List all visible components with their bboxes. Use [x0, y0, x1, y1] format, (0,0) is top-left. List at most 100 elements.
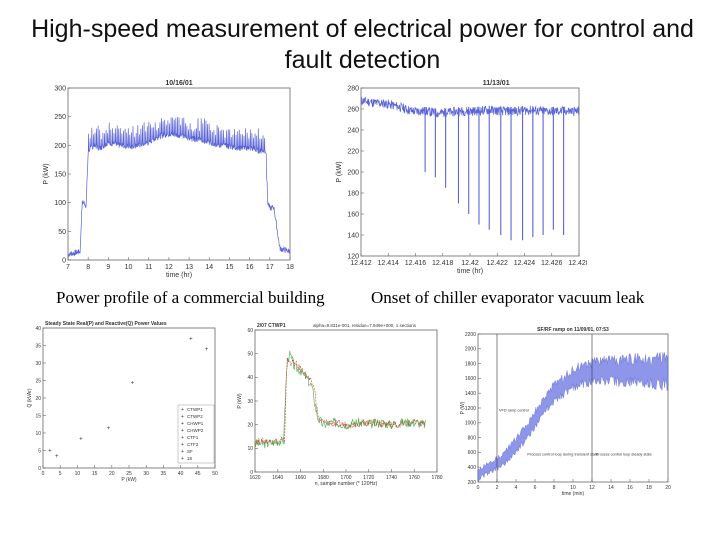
- y-tick-label: 200: [347, 169, 359, 176]
- chart-title: 11/13/01: [483, 80, 510, 87]
- sfrf-ramp-chart: 0 2 4 6 8 10 12 14 16 18 20 200 400 600 800 1000 1200 140…: [456, 322, 674, 498]
- y-tick-label: 400: [468, 465, 477, 471]
- y-tick-label: 20: [247, 422, 253, 428]
- x-tick-label: 35: [161, 471, 167, 477]
- x-tick-label: 15: [226, 264, 234, 271]
- series-band-power: [478, 352, 668, 481]
- x-tick-label: 8: [86, 264, 90, 271]
- y-tick-label: 120: [347, 253, 359, 260]
- y-tick-label: 220: [347, 148, 359, 155]
- y-axis-label: P (W): [460, 401, 466, 414]
- x-tick-label: 14: [608, 485, 614, 491]
- chart-title: 10/16/01: [165, 80, 192, 87]
- x-axis-label: time (hr): [166, 272, 192, 279]
- x-tick-label: 13: [185, 264, 193, 271]
- y-tick-label: 300: [54, 85, 66, 92]
- y-tick-label: 600: [468, 450, 477, 456]
- y-tick-label: 5: [38, 448, 41, 454]
- y-tick-label: 800: [468, 435, 477, 441]
- data-point: +: [131, 380, 135, 386]
- slide-title: High-speed measurement of electrical pow…: [20, 14, 705, 76]
- y-tick-label: 30: [35, 361, 41, 367]
- chart-title: SF/RF ramp on 11/09/01, 07:53: [537, 327, 609, 333]
- building-power-chart: 7 8 9 10 11 12 13 14 15 16 17 18 0 50 100 150 200 250 300 1…: [40, 72, 296, 280]
- legend-marker: +: [181, 414, 184, 420]
- y-tick-label: 260: [347, 106, 359, 113]
- y-tick-label: 250: [54, 114, 66, 121]
- x-tick-label: 1740: [386, 475, 397, 481]
- y-tick-label: 20: [35, 396, 41, 402]
- legend-entry: CHWP1: [187, 421, 204, 426]
- x-tick-label: 9: [106, 264, 110, 271]
- y-tick-label: 30: [247, 399, 253, 405]
- legend-marker: +: [181, 407, 184, 413]
- legend-entry: SF: [187, 449, 193, 454]
- y-tick-label: 50: [58, 229, 66, 236]
- y-axis-label: P (kW): [43, 163, 50, 184]
- legend-marker: +: [181, 449, 184, 455]
- y-tick-label: 160: [347, 211, 359, 218]
- x-tick-label: 12.418: [432, 260, 454, 267]
- legend-marker: +: [181, 435, 184, 441]
- x-tick-label: 12.414: [378, 260, 400, 267]
- y-tick-label: 40: [35, 326, 41, 332]
- y-tick-label: 50: [247, 351, 253, 357]
- chiller-leak-chart: 12.412 12.414 12.416 12.418 12.42 12.422 12.42…: [333, 72, 587, 278]
- legend-entry: CTF2: [187, 442, 199, 447]
- x-tick-label: 1780: [431, 475, 442, 481]
- annotation-transient: Process control loop during transient st…: [527, 452, 598, 456]
- y-tick-label: 60: [247, 328, 253, 334]
- legend-entry: CTWP2: [187, 414, 203, 419]
- ctwp1-startup-chart: 1620 1640 1660 1680 1700 1720 1740 1760 1780 0 10 2…: [233, 318, 443, 490]
- series-line-measured: [255, 351, 426, 448]
- x-tick-label: 1760: [409, 475, 420, 481]
- y-tick-label: 200: [54, 143, 66, 150]
- y-tick-label: 1200: [465, 406, 476, 412]
- x-tick-label: 1640: [272, 475, 283, 481]
- data-point: +: [205, 347, 209, 353]
- chart-title: 2/07 CTWP1: [257, 323, 286, 329]
- x-tick-label: 7: [66, 264, 70, 271]
- x-tick-label: 0: [477, 485, 480, 491]
- caption-building-profile: Power profile of a commercial building: [56, 288, 325, 308]
- x-tick-label: 1660: [295, 475, 306, 481]
- x-tick-label: 8: [553, 485, 556, 491]
- y-tick-label: 1400: [465, 391, 476, 397]
- x-tick-label: 12: [165, 264, 173, 271]
- legend-entry: CTWP1: [187, 407, 203, 412]
- x-tick-label: 5: [59, 471, 62, 477]
- y-tick-label: 150: [54, 171, 66, 178]
- data-point: +: [189, 337, 193, 343]
- x-tick-label: 16: [246, 264, 254, 271]
- x-tick-label: 0: [42, 471, 45, 477]
- x-tick-label: 20: [665, 485, 671, 491]
- y-tick-label: 0: [62, 257, 66, 264]
- chart-subtitle: alpha=9.831e-001, residue=7.949e+000, 1 …: [313, 323, 417, 328]
- x-tick-label: 10: [125, 264, 133, 271]
- x-tick-label: 45: [195, 471, 201, 477]
- x-tick-label: 15: [92, 471, 98, 477]
- y-tick-label: 25: [35, 378, 41, 384]
- x-tick-label: 10: [75, 471, 81, 477]
- y-tick-label: 1800: [465, 361, 476, 367]
- x-tick-label: 40: [178, 471, 184, 477]
- x-tick-label: 12.424: [514, 260, 536, 267]
- legend-entry: CTF1: [187, 435, 199, 440]
- legend-marker: +: [181, 456, 184, 462]
- y-tick-label: 40: [247, 375, 253, 381]
- series-line-power: [361, 97, 579, 118]
- y-tick-label: 200: [468, 480, 477, 486]
- series-line-power: [68, 117, 290, 256]
- legend-marker: +: [181, 428, 184, 434]
- x-tick-label: 12: [589, 485, 595, 491]
- y-tick-label: 100: [54, 200, 66, 207]
- y-tick-label: 0: [38, 466, 41, 472]
- y-axis-label: P (kW): [336, 161, 343, 182]
- y-tick-label: 10: [35, 431, 41, 437]
- x-tick-label: 30: [143, 471, 149, 477]
- x-tick-label: 12.426: [541, 260, 563, 267]
- plot-frame: [68, 88, 290, 260]
- x-tick-label: 17: [266, 264, 274, 271]
- x-tick-label: 14: [205, 264, 213, 271]
- data-point: +: [79, 436, 83, 442]
